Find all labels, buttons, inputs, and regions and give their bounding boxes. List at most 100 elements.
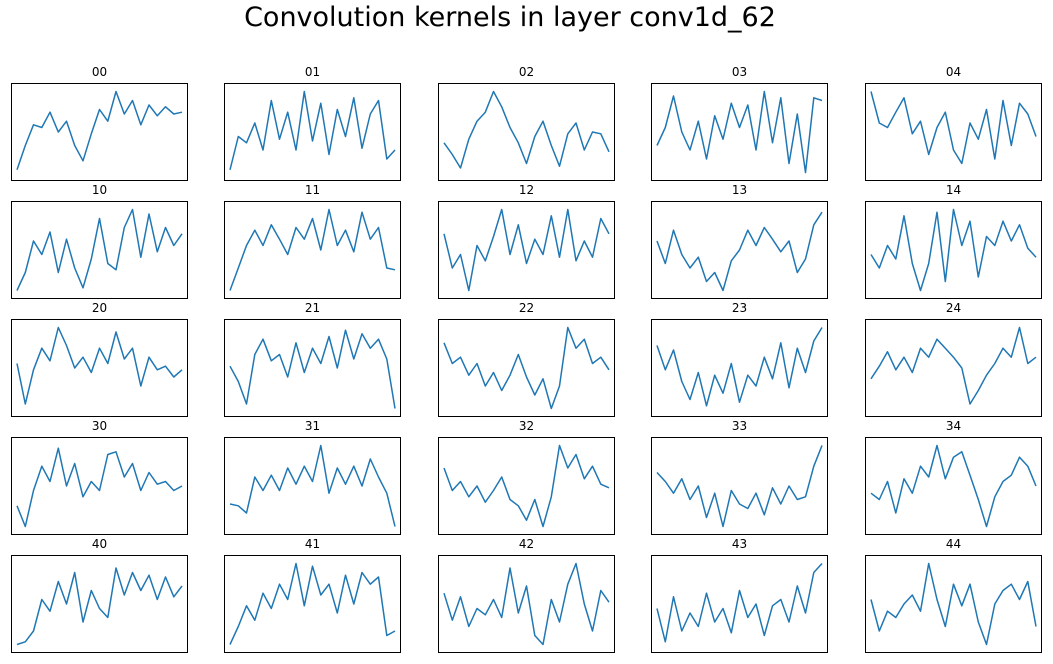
axes-frame <box>11 83 188 181</box>
panel-title: 31 <box>304 419 321 433</box>
kernel-weight-line <box>16 326 183 405</box>
panel-plot <box>11 201 188 299</box>
axes-frame <box>651 555 828 653</box>
kernel-panel: 42 <box>438 537 615 653</box>
axes-frame <box>865 555 1042 653</box>
panel-plot <box>438 319 615 417</box>
kernel-weight-line <box>443 326 610 410</box>
panel-title: 20 <box>91 301 108 315</box>
panel-title: 32 <box>518 419 535 433</box>
kernel-weight-line <box>16 567 183 646</box>
kernel-panel: 01 <box>224 65 401 181</box>
kernel-panel: 03 <box>651 65 828 181</box>
panel-plot <box>438 201 615 299</box>
kernel-weight-line <box>16 90 183 171</box>
axes-frame <box>865 83 1042 181</box>
panel-title: 41 <box>304 537 321 551</box>
axes-frame <box>865 319 1042 417</box>
kernel-panel: 14 <box>865 183 1042 299</box>
panel-plot <box>651 319 828 417</box>
panel-title: 44 <box>945 537 962 551</box>
panel-plot <box>651 201 828 299</box>
panel-title: 01 <box>304 65 321 79</box>
panel-title: 33 <box>731 419 748 433</box>
kernel-panel: 41 <box>224 537 401 653</box>
kernel-weight-line <box>229 90 396 170</box>
panel-plot <box>865 319 1042 417</box>
kernel-panel: 13 <box>651 183 828 299</box>
panel-title: 11 <box>304 183 321 197</box>
axes-frame <box>11 437 188 535</box>
panel-plot <box>224 555 401 653</box>
panel-title: 43 <box>731 537 748 551</box>
panel-title: 34 <box>945 419 962 433</box>
kernel-panel: 44 <box>865 537 1042 653</box>
kernel-panel: 02 <box>438 65 615 181</box>
kernel-panel: 32 <box>438 419 615 535</box>
panel-title: 12 <box>518 183 535 197</box>
panel-plot <box>11 83 188 181</box>
panel-plot <box>224 319 401 417</box>
kernel-weight-line <box>443 562 610 646</box>
kernel-weight-line <box>16 447 183 528</box>
panel-title: 00 <box>91 65 108 79</box>
axes-frame <box>224 201 401 299</box>
panel-title: 42 <box>518 537 535 551</box>
axes-frame <box>865 437 1042 535</box>
panel-plot <box>11 319 188 417</box>
kernel-weight-line <box>229 562 396 645</box>
panel-plot <box>11 555 188 653</box>
kernel-panel: 23 <box>651 301 828 417</box>
kernel-weight-line <box>443 90 610 169</box>
panel-plot <box>224 437 401 535</box>
panel-plot <box>865 201 1042 299</box>
panel-plot <box>651 555 828 653</box>
panel-plot <box>651 83 828 181</box>
axes-frame <box>438 555 615 653</box>
axes-frame <box>438 201 615 299</box>
kernel-weight-line <box>443 444 610 528</box>
panel-title: 03 <box>731 65 748 79</box>
kernel-panel: 24 <box>865 301 1042 417</box>
kernel-weight-line <box>229 329 396 409</box>
axes-frame <box>11 201 188 299</box>
panel-title: 22 <box>518 301 535 315</box>
axes-frame <box>438 437 615 535</box>
panel-plot <box>865 555 1042 653</box>
panel-title: 23 <box>731 301 748 315</box>
panel-plot <box>438 83 615 181</box>
kernel-panel: 11 <box>224 183 401 299</box>
kernel-panel: 10 <box>11 183 188 299</box>
panel-plot <box>224 201 401 299</box>
kernel-panel: 43 <box>651 537 828 653</box>
panel-plot <box>438 437 615 535</box>
kernel-weight-line <box>656 90 823 174</box>
panel-plot <box>438 555 615 653</box>
axes-frame <box>651 83 828 181</box>
kernel-weight-line <box>229 208 396 291</box>
kernel-weight-line <box>229 444 396 527</box>
panel-plot <box>11 437 188 535</box>
axes-frame <box>438 319 615 417</box>
kernel-panel: 04 <box>865 65 1042 181</box>
kernel-panel: 30 <box>11 419 188 535</box>
panel-title: 40 <box>91 537 108 551</box>
panel-title: 14 <box>945 183 962 197</box>
axes-frame <box>651 201 828 299</box>
panel-title: 21 <box>304 301 321 315</box>
kernel-weight-line <box>870 326 1037 405</box>
axes-frame <box>224 555 401 653</box>
kernel-weight-line <box>870 208 1037 292</box>
kernel-weight-line <box>870 91 1037 165</box>
kernel-panel: 00 <box>11 65 188 181</box>
panel-title: 04 <box>945 65 962 79</box>
axes-frame <box>651 437 828 535</box>
kernel-weight-line <box>656 445 823 528</box>
panel-plot <box>865 83 1042 181</box>
kernel-weight-line <box>656 211 823 292</box>
kernel-weight-line <box>656 562 823 643</box>
kernel-weight-line <box>443 208 610 292</box>
axes-frame <box>651 319 828 417</box>
kernel-weight-line <box>870 444 1037 528</box>
panel-title: 13 <box>731 183 748 197</box>
